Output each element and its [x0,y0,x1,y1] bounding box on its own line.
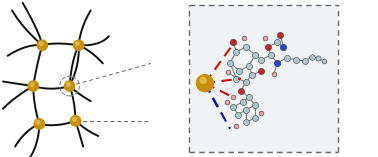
Point [233,124,239,127]
Point [284,57,290,59]
Point [277,33,284,36]
Point [243,121,249,124]
Circle shape [34,119,45,129]
Point [230,41,236,44]
Point [315,57,321,59]
Circle shape [36,120,40,124]
Point [293,58,299,61]
Circle shape [64,81,75,91]
Point [309,55,315,58]
Circle shape [28,81,39,91]
Circle shape [39,42,43,46]
Circle shape [200,77,206,83]
Point [230,96,236,99]
Point [227,62,233,64]
Point [252,54,258,56]
Point [265,46,271,48]
Point [302,60,308,62]
Bar [189,5,338,152]
Point [241,36,247,39]
Point [235,113,241,116]
Point [224,101,230,103]
Circle shape [30,83,34,86]
Circle shape [37,40,48,51]
Point [240,101,246,103]
Point [233,51,239,53]
Point [243,46,249,48]
Point [243,109,249,111]
Point [243,80,249,83]
Point [225,71,231,73]
Point [268,54,274,56]
Point [259,58,265,61]
Point [230,106,236,108]
Circle shape [67,83,70,86]
Point [252,116,258,119]
Point [271,73,277,75]
Circle shape [73,40,84,51]
Point [249,74,255,77]
Point [262,36,268,39]
Circle shape [73,117,76,121]
Point [321,60,327,62]
Circle shape [70,116,81,126]
Circle shape [76,42,79,46]
Point [246,96,252,99]
Point [252,104,258,106]
Point [274,41,280,44]
Point [259,112,265,114]
Point [237,69,243,72]
Point [238,90,244,92]
Point [280,46,287,48]
Circle shape [196,75,214,92]
Point [246,65,252,67]
Point [259,69,265,72]
Point [274,62,280,64]
Point [233,77,239,80]
